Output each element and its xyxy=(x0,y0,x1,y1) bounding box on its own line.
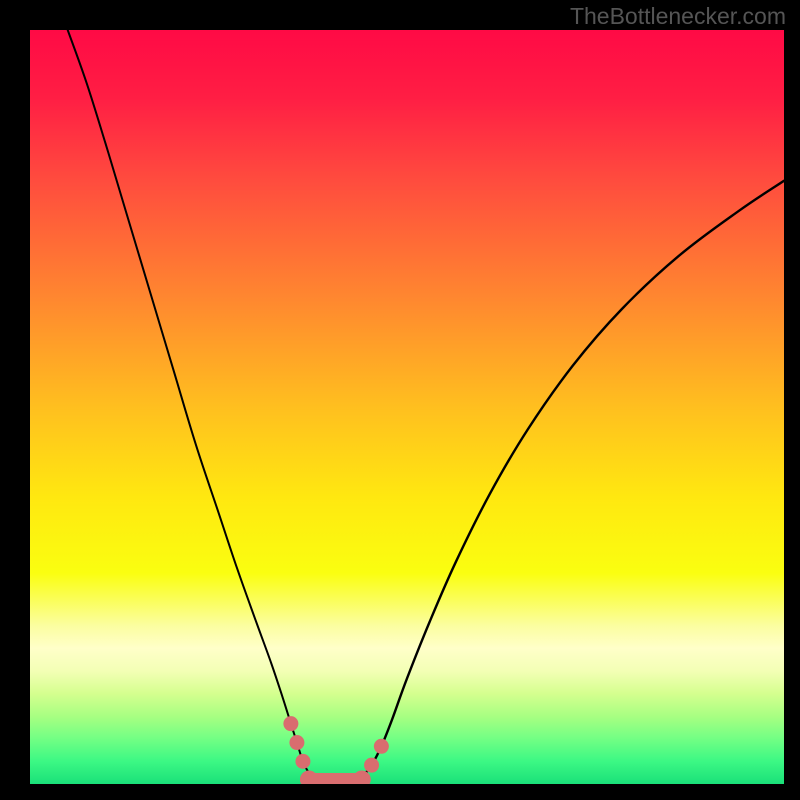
plot-area xyxy=(30,30,784,784)
marker-bump xyxy=(283,716,298,731)
marker-bump xyxy=(289,735,304,750)
watermark-label: TheBottlenecker.com xyxy=(570,3,786,30)
marker-bump xyxy=(374,739,389,754)
marker-bump xyxy=(364,758,379,773)
gradient-background xyxy=(30,30,784,784)
bottleneck-chart xyxy=(30,30,784,784)
marker-bump xyxy=(295,754,310,769)
